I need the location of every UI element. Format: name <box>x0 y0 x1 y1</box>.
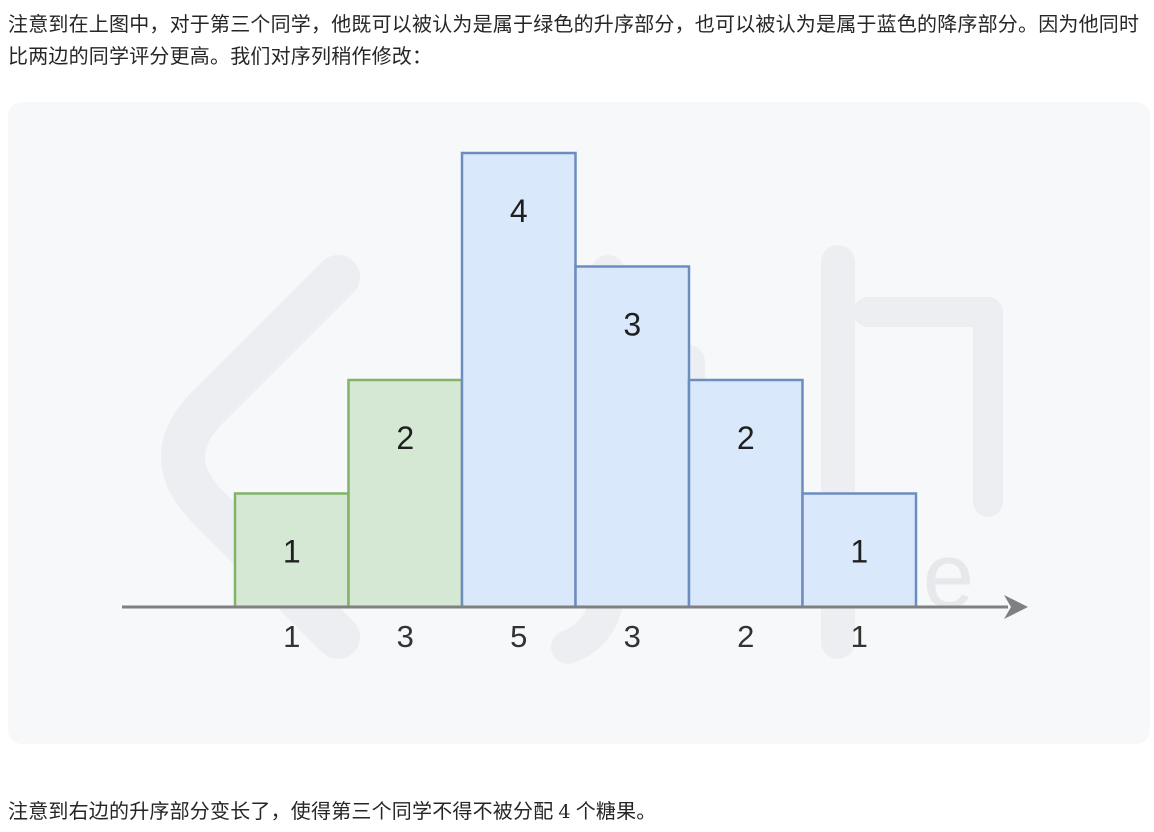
bar-3 <box>460 151 577 609</box>
paragraph-conclusion: 注意到右边的升序部分变长了，使得第三个同学不得不被分配 4 个糖果。 <box>8 795 1146 828</box>
bar-label-4: 3 <box>623 307 641 343</box>
bar-5 <box>687 378 804 609</box>
bar-label-5: 2 <box>737 420 755 456</box>
candy-count: 4 <box>558 801 571 823</box>
bar-label-1: 1 <box>283 534 301 570</box>
x-axis <box>122 595 1028 619</box>
bar-label-3: 4 <box>510 193 528 229</box>
conclusion-text-start: 注意到右边的升序部分变长了，使得第三个同学不得不被分配 <box>8 799 554 823</box>
bars-layer: 1 2 4 3 2 1 <box>233 151 918 609</box>
x-tick-label-3: 5 <box>510 619 527 654</box>
bar-label-6: 1 <box>850 534 868 570</box>
x-tick-label-1: 1 <box>283 619 300 654</box>
bar-6 <box>801 492 918 609</box>
bar-2 <box>347 378 464 609</box>
x-tick-label-5: 2 <box>737 619 754 654</box>
bar-1 <box>233 492 350 609</box>
x-tick-labels: 1 3 5 3 2 1 <box>283 619 868 654</box>
bar-label-2: 2 <box>396 420 414 456</box>
x-tick-label-4: 3 <box>624 619 641 654</box>
x-axis-arrow-icon <box>1004 595 1028 619</box>
x-tick-label-2: 3 <box>397 619 414 654</box>
x-tick-label-6: 1 <box>851 619 868 654</box>
paragraph-intro: 注意到在上图中，对于第三个同学，他既可以被认为是属于绿色的升序部分，也可以被认为… <box>8 12 1140 68</box>
conclusion-text-end: 个糖果。 <box>575 799 657 823</box>
